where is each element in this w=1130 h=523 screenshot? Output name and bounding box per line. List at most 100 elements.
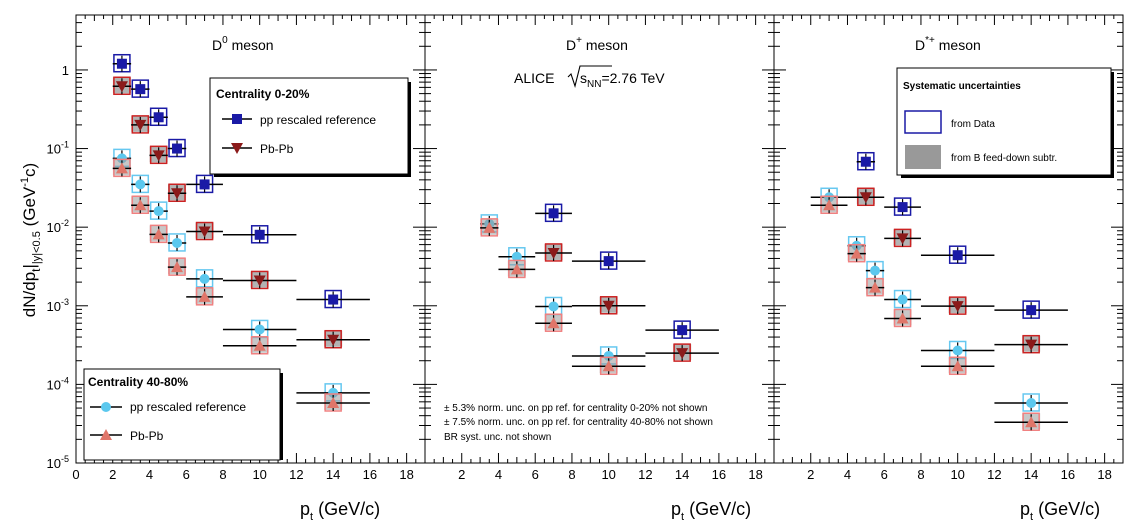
- legend-peripheral-pp-marker: [101, 402, 111, 412]
- marker-square: [677, 325, 688, 336]
- legend-peripheral-frame: [83, 368, 281, 461]
- marker-triangle-up: [253, 339, 266, 351]
- marker-triangle-down: [171, 188, 184, 200]
- panel-title-d0: D0 meson: [212, 35, 274, 53]
- marker-triangle-down: [327, 334, 340, 346]
- marker-triangle-up: [823, 199, 836, 211]
- legend-central-pbpb-label: Pb-Pb: [260, 142, 294, 156]
- x-tick-label-dstar: 12: [987, 467, 1001, 482]
- legend-syst-shadow: [1111, 72, 1114, 178]
- x-tick-label-dstar: 2: [807, 467, 814, 482]
- experiment-label: ALICE: [514, 70, 554, 86]
- legend-syst-shadow-bottom: [901, 175, 1114, 178]
- marker-triangle-up: [152, 228, 165, 240]
- x-axis-label-dplus: pt (GeV/c): [671, 499, 751, 523]
- x-tick-label-dstar: 8: [917, 467, 924, 482]
- marker-circle: [511, 251, 522, 262]
- x-tick-label-dstar: 6: [881, 467, 888, 482]
- marker-triangle-down: [152, 150, 165, 162]
- marker-triangle-up: [171, 261, 184, 273]
- legend-peripheral-title: Centrality 40-80%: [88, 375, 188, 389]
- x-tick-label-dplus: 18: [748, 467, 762, 482]
- legend-central: Centrality 0-20% pp rescaled reference P…: [209, 77, 411, 177]
- y-tick-label: 10-1: [47, 140, 69, 157]
- marker-circle: [153, 206, 164, 217]
- marker-square: [254, 229, 265, 240]
- panel-title-dplus: D+ meson: [566, 35, 628, 53]
- marker-triangle-up: [510, 263, 523, 275]
- legend-syst-feeddown-box: [905, 145, 941, 169]
- legend-central-title: Centrality 0-20%: [216, 87, 310, 101]
- x-tick-label-dplus: 4: [495, 467, 502, 482]
- y-tick-label: 10-5: [47, 454, 69, 471]
- legend-peripheral: Centrality 40-80% pp rescaled reference …: [83, 368, 283, 461]
- marker-square: [897, 202, 908, 213]
- marker-square: [199, 179, 210, 190]
- marker-triangle-up: [483, 221, 496, 233]
- marker-square: [172, 143, 183, 154]
- marker-square: [952, 250, 963, 261]
- marker-triangle-up: [134, 199, 147, 211]
- marker-triangle-down: [951, 301, 964, 313]
- marker-triangle-down: [253, 275, 266, 287]
- marker-triangle-down: [1025, 339, 1038, 351]
- marker-triangle-up: [327, 396, 340, 408]
- x-tick-label-dstar: 10: [950, 467, 964, 482]
- marker-triangle-down: [198, 226, 211, 238]
- marker-square: [328, 294, 339, 305]
- sqrt-symbol: [567, 65, 612, 88]
- legend-central-shadow: [408, 82, 411, 177]
- x-tick-label-d0: 8: [219, 467, 226, 482]
- y-tick-label: 10-4: [47, 375, 69, 392]
- legend-central-pp-label: pp rescaled reference: [260, 113, 376, 127]
- x-tick-label-dplus: 10: [601, 467, 615, 482]
- marker-circle: [1026, 397, 1037, 408]
- marker-square: [1026, 305, 1037, 316]
- marker-triangle-down: [859, 192, 872, 204]
- x-tick-label-d0: 10: [252, 467, 266, 482]
- marker-circle: [952, 345, 963, 356]
- note-2: BR syst. unc. not shown: [444, 432, 551, 443]
- marker-square: [153, 112, 164, 123]
- legend-peripheral-shadow: [280, 373, 283, 460]
- x-tick-label-d0: 14: [326, 467, 340, 482]
- x-tick-label-dplus: 16: [712, 467, 726, 482]
- marker-circle: [199, 273, 210, 284]
- legend-syst-feeddown-label: from B feed-down subtr.: [951, 153, 1057, 164]
- note-1: ± 7.5% norm. unc. on pp ref. for central…: [444, 417, 713, 428]
- y-tick-label: 1: [62, 63, 69, 78]
- marker-square: [135, 84, 146, 95]
- legend-syst-data-box: [904, 110, 942, 134]
- energy-label: sNN=2.76 TeV: [580, 70, 665, 90]
- marker-circle: [254, 324, 265, 335]
- x-tick-label-dplus: 8: [568, 467, 575, 482]
- marker-triangle-up: [850, 247, 863, 259]
- x-tick-label-dplus: 12: [638, 467, 652, 482]
- marker-triangle-down: [602, 300, 615, 312]
- legend-peripheral-pp-label: pp rescaled reference: [130, 400, 246, 414]
- legend-systematics: Systematic uncertainties from Data from …: [896, 67, 1114, 178]
- legend-syst-data-label: from Data: [951, 119, 995, 130]
- x-tick-label-d0: 16: [363, 467, 377, 482]
- y-axis-label: dN/dpt||y|<0.5 (GeV-1c): [19, 163, 43, 317]
- marker-circle: [172, 237, 183, 248]
- marker-triangle-up: [951, 360, 964, 372]
- marker-triangle-up: [547, 317, 560, 329]
- x-tick-label-d0: 12: [289, 467, 303, 482]
- legend-central-pbpb-marker: [231, 143, 243, 154]
- marker-triangle-down: [134, 119, 147, 131]
- marker-circle: [897, 294, 908, 305]
- x-tick-label-dplus: 2: [458, 467, 465, 482]
- marker-triangle-down: [676, 348, 689, 360]
- x-tick-label-dstar: 4: [844, 467, 851, 482]
- x-tick-label-dstar: 18: [1097, 467, 1111, 482]
- marker-triangle-up: [1025, 416, 1038, 428]
- legend-peripheral-pbpb-marker: [100, 429, 112, 440]
- marker-triangle-up: [198, 290, 211, 302]
- legend-peripheral-pbpb-label: Pb-Pb: [130, 429, 164, 443]
- marker-square: [116, 58, 127, 69]
- legend-syst-title: Systematic uncertainties: [903, 81, 1021, 92]
- x-tick-label-d0: 6: [183, 467, 190, 482]
- legend-central-shadow-bottom: [214, 174, 411, 177]
